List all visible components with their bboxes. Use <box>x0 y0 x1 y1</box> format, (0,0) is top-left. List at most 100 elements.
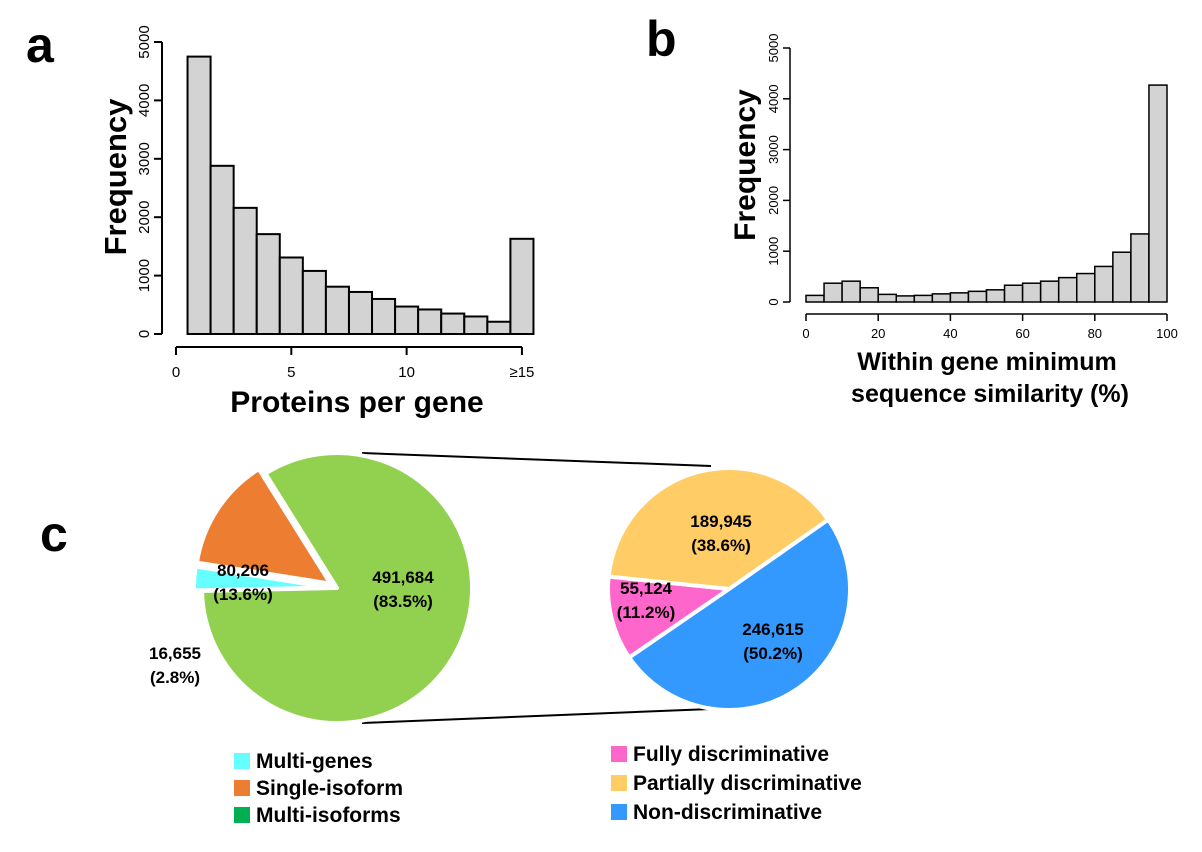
bar <box>1148 84 1168 303</box>
pie-slice-partially-discriminative <box>606 466 831 591</box>
connector-bottom <box>361 708 712 724</box>
histogram-b: 0 1000 2000 3000 4000 5000 0 20 40 60 80 100 Within… <box>729 34 1178 408</box>
histogram-a: 0 1000 2000 3000 4000 5000 0 5 10 ≥15 Proteins pe… <box>98 25 535 419</box>
histogram-a-axes: 0 1000 2000 3000 4000 5000 0 5 10 ≥15 <box>136 25 534 381</box>
x-tick-label: 80 <box>1088 326 1102 341</box>
panel-letter-a: a <box>26 17 55 73</box>
pie-label-percent: (83.5%) <box>373 592 433 611</box>
legend-label: Fully discriminative <box>633 743 829 766</box>
pie-connector-lines <box>361 452 712 724</box>
pie-label-value: 80,206 <box>217 561 269 580</box>
bar <box>186 55 212 335</box>
pie-label-percent: (38.6%) <box>691 536 751 555</box>
y-tick-label: 0 <box>766 298 781 305</box>
bar <box>931 293 952 303</box>
bar <box>394 305 420 336</box>
histogram-a-xlabel: Proteins per gene <box>230 386 483 419</box>
y-tick-label: 5000 <box>766 34 781 63</box>
bar <box>913 294 934 303</box>
y-tick-label: 5000 <box>136 25 153 58</box>
pie-slice-non-discriminative <box>627 517 853 713</box>
legend-swatch <box>234 780 250 796</box>
pie-label-value: 246,615 <box>742 620 803 639</box>
pie-left <box>192 451 474 725</box>
y-tick-label: 1000 <box>766 237 781 266</box>
histogram-b-axes: 0 1000 2000 3000 4000 5000 0 20 40 60 80 100 <box>766 34 1178 341</box>
pie-label-percent: (2.8%) <box>150 668 200 687</box>
bar <box>1057 276 1078 303</box>
bar <box>1076 272 1096 303</box>
pie-slice-single-isoform <box>194 467 333 586</box>
y-tick-label: 2000 <box>136 201 153 234</box>
x-tick-label: 100 <box>1156 326 1178 341</box>
pie-label-percent: (11.2%) <box>617 603 676 622</box>
histogram-b-xlabel-line1: Within gene minimum <box>857 348 1117 376</box>
pie-right-labels: 189,945 (38.6%) 55,124 (11.2%) 246,615 (50.2%… <box>617 512 804 663</box>
pie-label-value: 55,124 <box>620 579 673 598</box>
histogram-a-ylabel: Frequency <box>98 98 133 256</box>
bar <box>895 295 916 303</box>
legend-swatch <box>234 753 250 769</box>
bar <box>486 320 512 335</box>
bar <box>805 294 825 303</box>
bar <box>371 297 397 335</box>
bar <box>255 233 281 335</box>
legend-label: Non-discriminative <box>633 801 822 824</box>
legend-label: Partially discriminative <box>633 772 862 795</box>
y-tick-label: 1000 <box>136 259 153 292</box>
histogram-b-xlabel-line2: sequence similarity (%) <box>851 380 1129 408</box>
bar <box>1130 233 1150 303</box>
pie-label-percent: (50.2%) <box>743 644 803 663</box>
panel-letter-c: c <box>40 506 68 562</box>
bar <box>985 289 1006 303</box>
bar <box>417 308 443 335</box>
pie-label-value: 16,655 <box>149 644 201 663</box>
pie-slice-multi-isoforms <box>200 451 474 725</box>
bar <box>278 256 304 335</box>
x-tick-label: 40 <box>943 326 957 341</box>
x-tick-label: ≥15 <box>509 364 534 381</box>
bar <box>823 282 843 303</box>
x-tick-label: 5 <box>287 364 295 381</box>
y-tick-label: 0 <box>136 330 153 338</box>
bar <box>463 315 489 336</box>
y-tick-label: 4000 <box>136 84 153 117</box>
pie-slice-multi-genes <box>192 564 332 593</box>
bar <box>440 312 466 335</box>
legend-swatch <box>611 775 627 791</box>
pie-slice-fully-discriminative <box>606 574 731 660</box>
legend-label: Single-isoform <box>256 777 403 800</box>
bar <box>1021 282 1042 303</box>
pie-left-labels: 491,684 (83.5%) 80,206 (13.6%) 16,655 (2.8%) <box>149 561 434 687</box>
panel-letter-b: b <box>646 11 677 67</box>
bar <box>209 164 235 335</box>
histogram-b-ylabel: Frequency <box>729 89 762 241</box>
y-tick-label: 2000 <box>766 186 781 215</box>
pie-right <box>606 466 853 713</box>
bar <box>232 206 258 335</box>
legend-swatch <box>234 807 250 823</box>
bar <box>324 285 350 336</box>
bar <box>1003 284 1024 303</box>
legend-swatch <box>611 746 627 762</box>
histogram-b-bars <box>805 84 1168 303</box>
bar <box>967 290 988 303</box>
bar <box>1039 280 1060 303</box>
legend-right: Fully discriminative Partially discrimina… <box>611 743 862 824</box>
connector-top <box>361 452 712 467</box>
bar <box>1112 251 1132 303</box>
x-tick-label: 60 <box>1015 326 1029 341</box>
bar <box>859 287 879 303</box>
pie-label-percent: (13.6%) <box>213 585 273 604</box>
legend-label: Multi-genes <box>256 750 373 773</box>
x-tick-label: 20 <box>871 326 885 341</box>
bar <box>877 293 898 303</box>
x-tick-label: 0 <box>802 326 809 341</box>
bar <box>1094 265 1114 303</box>
bar <box>841 280 861 303</box>
y-tick-label: 3000 <box>136 142 153 175</box>
bar <box>347 290 374 335</box>
pie-label-value: 491,684 <box>372 568 434 587</box>
bar <box>301 269 327 336</box>
